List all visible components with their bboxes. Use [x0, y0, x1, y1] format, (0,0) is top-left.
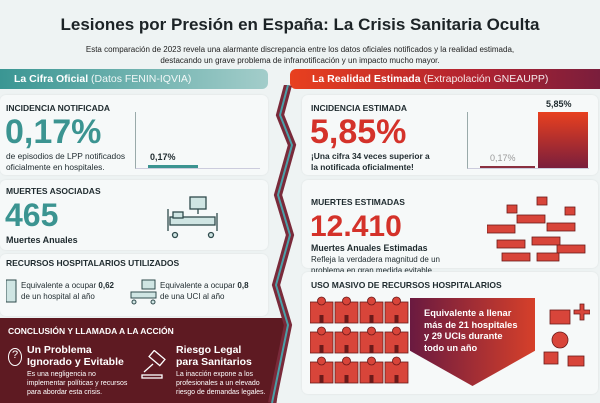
- official-incidence-desc: de episodios de LPP notificados oficialme…: [6, 151, 125, 173]
- estimated-header: La Realidad Estimada (Extrapolación GNEA…: [290, 69, 600, 89]
- bar-official-label: 0,17%: [490, 153, 516, 163]
- official-header: La Cifra Oficial (Datos FENIN-IQVIA): [0, 69, 268, 89]
- desc-line: ¡Una cifra 34 veces superior a: [311, 151, 430, 161]
- hospital-text-2: de un hospital al año: [21, 292, 95, 301]
- hospital-icon: [334, 356, 359, 384]
- desc-line: oficialmente en hospitales.: [6, 162, 105, 172]
- hospital-icon: [334, 326, 359, 354]
- item-desc: profesionales a un elevado: [176, 380, 260, 387]
- official-incidence-card: INCIDENCIA NOTIFICADA 0,17% de episodios…: [0, 95, 268, 175]
- note-line: Refleja la verdadera magnitud de un: [311, 255, 440, 264]
- subtitle-line: Esta comparación de 2023 revela una alar…: [85, 45, 515, 54]
- estimated-incidence-label: INCIDENCIA ESTIMADA: [311, 103, 408, 113]
- bar-official-label: 0,17%: [150, 152, 176, 162]
- question-icon: ?: [8, 348, 22, 366]
- estimated-deaths-note: Refleja la verdadera magnitud de un probl…: [311, 254, 440, 276]
- icu-value: 0,8: [237, 281, 249, 290]
- conclusion-label: CONCLUSIÓN Y LLAMADA A LA ACCIÓN: [8, 326, 174, 336]
- hospital-icon: [334, 296, 359, 324]
- icu-bed-icon: [130, 279, 157, 305]
- item-desc: Es una negligencia no: [27, 371, 96, 378]
- estimated-header-source: (Extrapolación GNEAUPP): [423, 73, 549, 85]
- item-desc: implementar políticas y recursos: [27, 380, 128, 387]
- hospital-icon: [384, 326, 409, 354]
- item-desc: para abordar esta crisis.: [27, 389, 103, 396]
- official-incidence-value: 0,17%: [5, 113, 102, 151]
- hospital-icon: [384, 296, 409, 324]
- official-bar-chart: 0,17%: [135, 112, 260, 169]
- item-desc: riesgo de demandas legales.: [176, 389, 266, 396]
- text-line: Equivalente a llenar: [424, 308, 512, 318]
- estimated-resources-label: USO MASIVO DE RECURSOS HOSPITALARIOS: [311, 280, 502, 290]
- subtitle-line: destacando un grave problema de infranot…: [160, 56, 440, 65]
- item-title: Ignorado y Evitable: [27, 356, 124, 368]
- official-deaths-card: MUERTES ASOCIADAS 465 Muertes Anuales: [0, 180, 268, 250]
- official-resources-card: RECURSOS HOSPITALARIOS UTILIZADOS Equiva…: [0, 254, 268, 316]
- estimated-deaths-label: MUERTES ESTIMADAS: [311, 197, 405, 207]
- official-deaths-desc: Muertes Anuales: [6, 235, 78, 245]
- estimated-incidence-value: 5,85%: [310, 113, 407, 151]
- official-hospital-text: Equivalente a ocupar 0,62 de un hospital …: [21, 280, 114, 302]
- estimated-deaths-value: 12.410: [310, 210, 402, 243]
- subtitle: Esta comparación de 2023 revela una alar…: [0, 44, 600, 66]
- hospital-icon: [6, 279, 17, 303]
- official-icu-text: Equivalente a ocupar 0,8 de una UCI al añ…: [160, 280, 249, 302]
- gavel-icon: [141, 350, 166, 379]
- estimated-incidence-card: INCIDENCIA ESTIMADA 5,85% ¡Una cifra 34 …: [302, 95, 598, 175]
- official-incidence-label: INCIDENCIA NOTIFICADA: [6, 103, 111, 113]
- many-hospital-beds-icon: [487, 196, 586, 262]
- desc-line: de episodios de LPP notificados: [6, 151, 126, 161]
- item-title: Un Problema: [27, 344, 92, 356]
- official-deaths-value: 465: [5, 197, 59, 233]
- hospitals-grid-icon: [310, 296, 409, 384]
- item-title: Riesgo Legal: [176, 344, 242, 356]
- official-header-title: La Cifra Oficial: [14, 73, 89, 85]
- official-deaths-label: MUERTES ASOCIADAS: [6, 186, 101, 196]
- official-resources-label: RECURSOS HOSPITALARIOS UTILIZADOS: [6, 258, 180, 268]
- hospital-icon: [310, 296, 334, 324]
- conclusion-panel: CONCLUSIÓN Y LLAMADA A LA ACCIÓN ? Un Pr…: [0, 318, 288, 403]
- estimated-resources-card: USO MASIVO DE RECURSOS HOSPITALARIOS Equ…: [302, 272, 598, 394]
- official-header-source: (Datos FENIN-IQVIA): [91, 73, 192, 85]
- item-title: para Sanitarios: [176, 356, 252, 368]
- note-line: problema en gran medida evitable.: [311, 266, 435, 275]
- medical-equipment-icon: [543, 303, 590, 367]
- hospital-value: 0,62: [98, 281, 114, 290]
- text-line: y 29 UCIs durante: [424, 331, 503, 341]
- bar-estimated-label: 5,85%: [546, 99, 572, 109]
- hospital-icon: [359, 296, 384, 324]
- hospital-icon: [310, 326, 334, 354]
- page-title: Lesiones por Presión en España: La Crisi…: [60, 15, 540, 34]
- text-line: todo un año: [424, 342, 478, 353]
- conclusion-item-2: Riesgo Legal para Sanitarios La inacción…: [176, 344, 266, 397]
- estimated-deaths-desc: Muertes Anuales Estimadas: [311, 243, 428, 253]
- hospital-icon: [384, 356, 409, 384]
- hospital-text: Equivalente a ocupar: [21, 281, 99, 290]
- hospital-icon: [359, 326, 384, 354]
- icu-text: Equivalente a ocupar: [160, 281, 238, 290]
- bar-estimated: [538, 112, 588, 168]
- bar-official: [148, 165, 198, 168]
- hospital-icon: [359, 356, 384, 384]
- desc-line: la notificada oficialmente!: [311, 162, 414, 172]
- estimated-resources-text: Equivalente a llenar más de 21 hospitales…: [424, 308, 518, 354]
- conclusion-item-1: Un Problema Ignorado y Evitable Es una n…: [27, 344, 127, 397]
- item-desc: La inacción expone a los: [176, 371, 254, 378]
- bar-official: [480, 166, 535, 168]
- hospital-icon: [310, 356, 334, 384]
- hospital-bed-icon: [167, 196, 218, 239]
- estimated-incidence-desc: ¡Una cifra 34 veces superior a la notific…: [311, 151, 430, 173]
- estimated-bar-chart: 0,17% 5,85%: [467, 99, 589, 169]
- icu-text-2: de una UCI al año: [160, 292, 225, 301]
- estimated-deaths-card: MUERTES ESTIMADAS 12.410 Muertes Anuales…: [302, 180, 598, 275]
- text-line: más de 21 hospitales: [424, 319, 518, 330]
- estimated-header-title: La Realidad Estimada: [312, 73, 421, 85]
- crack-divider: [268, 85, 297, 403]
